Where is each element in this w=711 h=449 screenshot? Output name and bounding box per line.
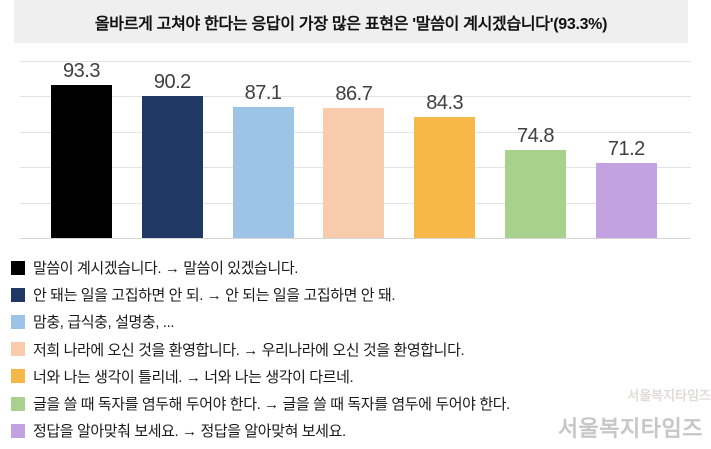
- legend-label: 저희 나라에 오신 것을 환영합니다. → 우리나라에 오신 것을 환영합니다.: [33, 341, 465, 359]
- legend-swatch-icon: [11, 423, 25, 438]
- chart-title: 올바르게 고쳐야 한다는 응답이 가장 많은 표현은 '말씀이 계시겠습니다'(…: [14, 0, 688, 43]
- legend-label: 글을 쓸 때 독자를 염두해 두어야 한다. → 글을 쓸 때 독자를 염두에 …: [33, 396, 510, 414]
- legend-row-1: 말씀이 계시겠습니다. → 말씀이 있겠습니다.: [11, 254, 701, 281]
- bar-value-label: 93.3: [63, 59, 100, 82]
- bar-value-label: 74.8: [517, 125, 554, 148]
- bar-chart-plot-area: 93.3 90.2 87.1 86.7 84.3 74.8 71.2: [20, 60, 691, 239]
- bar-1: 93.3: [51, 60, 112, 238]
- chart-baseline: [20, 238, 691, 239]
- legend-label: 말씀이 계시겠습니다. → 말씀이 있겠습니다.: [33, 260, 299, 278]
- bar-value-label: 71.2: [607, 138, 645, 160]
- bar-value-label: 86.7: [335, 83, 373, 106]
- bar-6: 74.8: [505, 125, 566, 238]
- legend-swatch-icon: [11, 260, 25, 275]
- legend-row-2: 안 돼는 일을 고집하면 안 되. → 안 되는 일을 고집하면 안 돼.: [11, 281, 701, 308]
- legend-swatch-icon: [11, 287, 25, 302]
- legend-row-4: 저희 나라에 오신 것을 환영합니다. → 우리나라에 오신 것을 환영합니다.: [11, 336, 701, 363]
- bar-3: 87.1: [232, 82, 294, 238]
- legend-swatch-icon: [11, 369, 25, 384]
- bar-2: 90.2: [141, 71, 203, 238]
- legend-label: 정답을 알아맞춰 보세요. → 정답을 알아맞혀 보세요.: [33, 423, 346, 441]
- bar-value-label: 84.3: [426, 91, 464, 114]
- legend-label: 안 돼는 일을 고집하면 안 되. → 안 되는 일을 고집하면 안 돼.: [33, 287, 396, 305]
- bar-value-label: 90.2: [153, 70, 191, 93]
- legend-row-3: 맘충, 급식충, 설명충, ...: [11, 308, 701, 335]
- legend-swatch-icon: [11, 396, 25, 411]
- legend-label: 너와 나는 생각이 틀리네. → 너와 나는 생각이 다르네.: [33, 368, 354, 386]
- chart-gridline: [20, 96, 691, 98]
- bar-5: 84.3: [414, 92, 476, 238]
- bar-4: 86.7: [323, 83, 385, 238]
- bar-7: 71.2: [595, 138, 657, 238]
- legend-swatch-icon: [11, 342, 25, 357]
- bar-value-label: 87.1: [244, 81, 282, 104]
- legend-row-5: 너와 나는 생각이 틀리네. → 너와 나는 생각이 다르네.: [11, 363, 701, 390]
- legend-row-6: 글을 쓸 때 독자를 염두해 두어야 한다. → 글을 쓸 때 독자를 염두에 …: [11, 390, 701, 417]
- legend-swatch-icon: [11, 314, 25, 329]
- chart-legend: 말씀이 계시겠습니다. → 말씀이 있겠습니다. 안 돼는 일을 고집하면 안 되…: [11, 254, 701, 444]
- legend-row-7: 정답을 알아맞춰 보세요. → 정답을 알아맞혀 보세요.: [11, 417, 701, 444]
- chart-gridline: [20, 61, 691, 62]
- legend-label: 맘충, 급식충, 설명충, ...: [33, 314, 175, 332]
